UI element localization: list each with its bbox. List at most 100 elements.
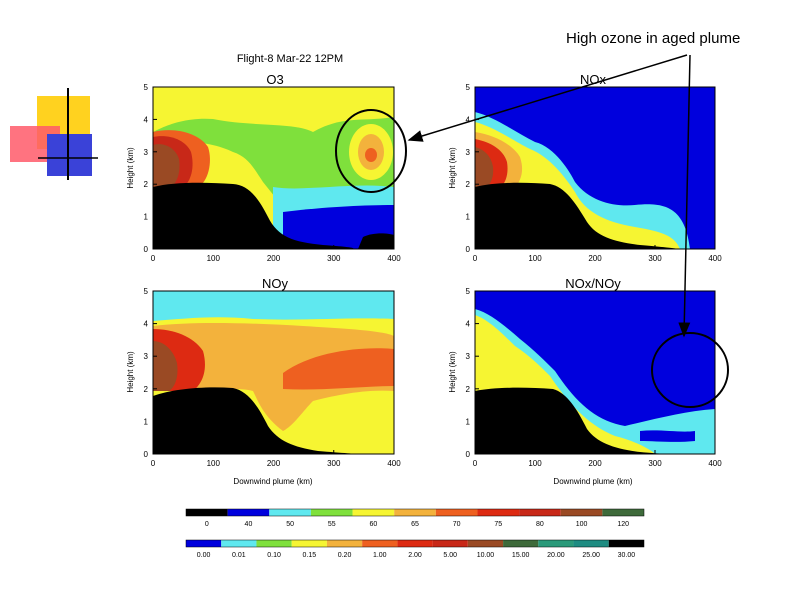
- colorbar-frame: [185, 539, 645, 548]
- colorbar-ratio: 0.00 0.01 0.10 0.15 0.20 1.00 2.00 5.00 10.00 15.…: [185, 539, 645, 559]
- colorbar-swatch: [503, 540, 539, 547]
- colorbar-swatch: [560, 509, 603, 516]
- arrow-to-ratio: [678, 54, 691, 338]
- y-tick-label: 5: [144, 83, 149, 92]
- colorbar-label: 55: [328, 521, 336, 528]
- colorbar-label: 100: [576, 521, 588, 528]
- o3-terrain-right: [358, 233, 394, 249]
- y-tick-label: 3: [466, 352, 471, 361]
- noy-light-orange: [153, 322, 394, 431]
- colorbar-o3: 0 40 50 55 60 65 70 75 80 100 120: [185, 508, 645, 528]
- panel-title-o3: O3: [266, 72, 283, 87]
- noy-ylabel: Height (km): [126, 351, 135, 393]
- panel-nox: NOx Height (km) 0 100 200 300 400 0 1 2 3 4 5: [448, 72, 722, 263]
- x-tick-label: 400: [387, 254, 401, 263]
- noy-aged-core: [283, 348, 394, 390]
- colorbar-swatch: [227, 509, 270, 516]
- colorbar-swatch: [467, 540, 504, 547]
- y-tick-label: 5: [144, 287, 149, 296]
- colorbar-swatch: [397, 540, 433, 547]
- colorbar-label: 40: [245, 521, 253, 528]
- x-tick-label: 300: [648, 459, 662, 468]
- y-tick-label: 4: [144, 320, 149, 329]
- nox-terrain: [475, 182, 680, 249]
- o3-terrain: [153, 182, 354, 249]
- noy-top-cyan: [153, 291, 394, 321]
- panel-title-nox-noy: NOx/NOy: [565, 276, 621, 291]
- colorbar-swatch: [519, 509, 561, 516]
- noy-terrain: [153, 387, 358, 454]
- colorbar-label: 120: [617, 521, 629, 528]
- colorbar-swatch: [435, 509, 478, 516]
- y-tick-label: 0: [144, 245, 149, 254]
- colorbar-label: 10.00: [477, 552, 495, 559]
- colorbar-label: 70: [453, 521, 461, 528]
- figure-title: Flight-8 Mar-22 12PM: [237, 53, 343, 65]
- colorbar-label: 20.00: [547, 552, 565, 559]
- panel-o3: O3 Height (km) 0 100 200 300 400 0 1 2 3 4 5: [126, 72, 407, 263]
- nox-ylabel: Height (km): [448, 147, 457, 189]
- colorbar-label: 50: [286, 521, 294, 528]
- colorbar-swatch: [477, 509, 520, 516]
- callout-label: High ozone in aged plume: [566, 30, 741, 47]
- colorbar-label: 15.00: [512, 552, 530, 559]
- colorbar-label: 65: [411, 521, 419, 528]
- x-tick-label: 400: [387, 459, 401, 468]
- colorbar-label: 2.00: [408, 552, 422, 559]
- nox-brown: [475, 147, 494, 187]
- colorbar-swatch: [186, 509, 228, 516]
- colorbar-swatch: [394, 509, 436, 516]
- y-tick-label: 1: [144, 417, 149, 426]
- y-tick-label: 0: [466, 450, 471, 459]
- y-tick-label: 2: [144, 385, 149, 394]
- colorbar-label: 0.01: [232, 552, 246, 559]
- colorbar-label: 80: [536, 521, 544, 528]
- colorbar-label: 30.00: [618, 552, 636, 559]
- y-tick-label: 5: [466, 83, 471, 92]
- x-tick-label: 200: [588, 459, 602, 468]
- o3-aged-plume-core: [365, 148, 377, 162]
- callout-arrows: [407, 54, 691, 338]
- colorbar-swatch: [221, 540, 257, 547]
- colorbar-swatch: [573, 540, 609, 547]
- y-tick-label: 3: [144, 352, 149, 361]
- y-tick-label: 4: [144, 115, 149, 124]
- colorbar-label: 25.00: [582, 552, 600, 559]
- colorbar-label: 0.20: [338, 552, 352, 559]
- x-tick-label: 400: [708, 459, 722, 468]
- colorbar-label: 60: [369, 521, 377, 528]
- x-tick-label: 200: [267, 254, 281, 263]
- x-tick-label: 400: [708, 254, 722, 263]
- y-tick-label: 2: [466, 385, 471, 394]
- colorbar-swatch: [538, 540, 574, 547]
- colorbar-label: 0.10: [267, 552, 281, 559]
- noy-source-brown: [153, 341, 178, 391]
- x-tick-label: 300: [648, 254, 662, 263]
- o3-highlight-circle: [335, 109, 407, 193]
- colorbar-swatch: [256, 540, 292, 547]
- panel-noy: NOy Height (km) Downwind plume (km) 0 100…: [126, 276, 401, 486]
- colorbar-swatch: [326, 540, 363, 547]
- x-tick-label: 0: [473, 254, 478, 263]
- colorbar-swatch: [362, 540, 398, 547]
- y-tick-label: 0: [144, 450, 149, 459]
- nox-noy-xlabel: Downwind plume (km): [553, 477, 632, 486]
- panel-title-nox: NOx: [580, 72, 607, 87]
- x-tick-label: 0: [151, 459, 156, 468]
- y-tick-label: 1: [466, 417, 471, 426]
- y-tick-label: 1: [466, 213, 471, 222]
- o3-ylabel: Height (km): [126, 147, 135, 189]
- y-tick-label: 1: [144, 213, 149, 222]
- x-tick-label: 100: [528, 459, 542, 468]
- colorbar-label: 5.00: [443, 552, 457, 559]
- x-tick-label: 100: [528, 254, 542, 263]
- x-tick-label: 300: [327, 459, 341, 468]
- colorbar-label: 1.00: [373, 552, 387, 559]
- x-tick-label: 0: [151, 254, 156, 263]
- colorbar-swatch: [352, 509, 395, 516]
- slide-ornament: [10, 88, 98, 180]
- y-tick-label: 2: [144, 180, 149, 189]
- y-tick-label: 0: [466, 245, 471, 254]
- nox-noy-ylabel: Height (km): [448, 351, 457, 393]
- colorbar-swatch: [310, 509, 353, 516]
